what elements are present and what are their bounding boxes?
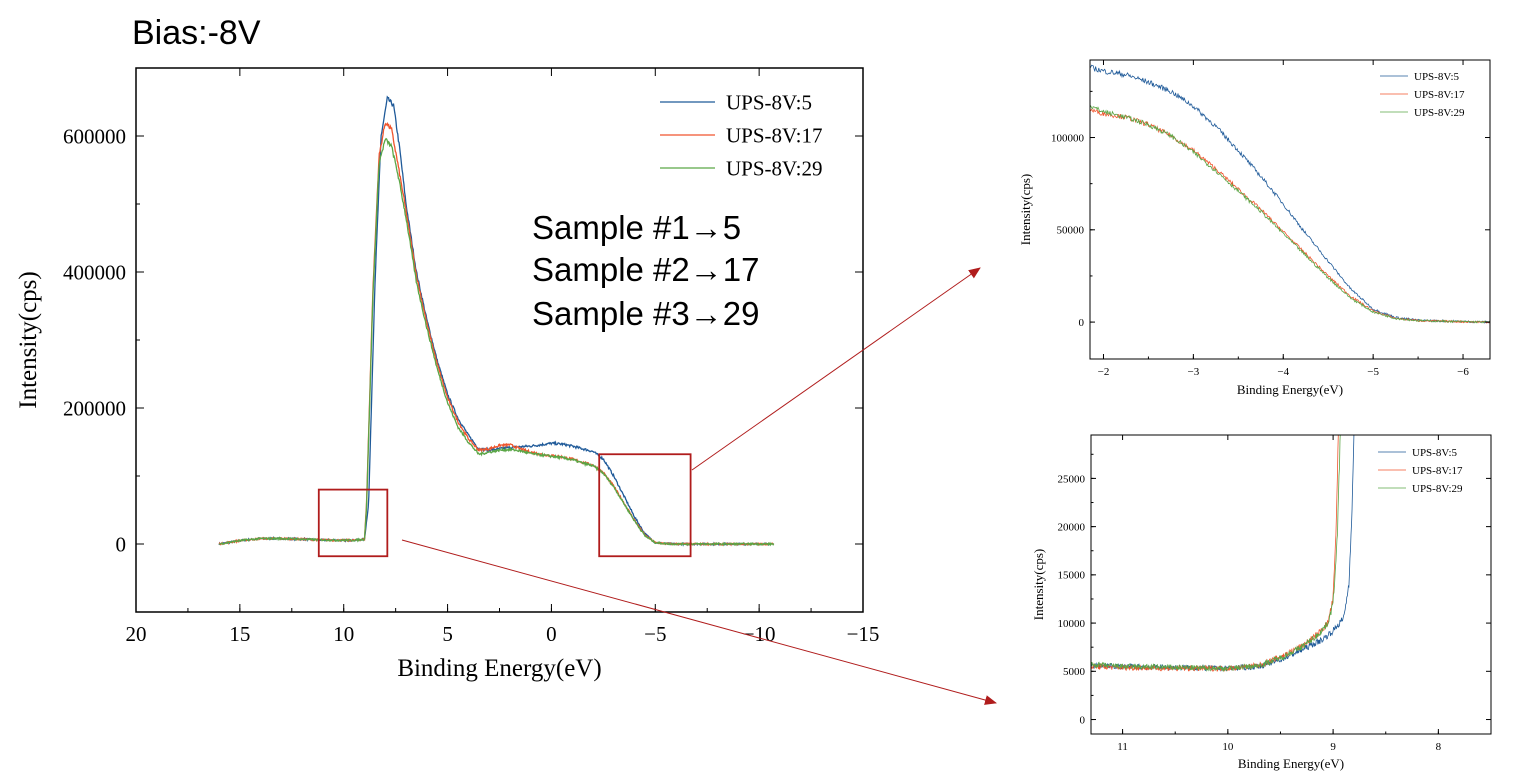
legend-label: UPS-8V:17 [1414, 89, 1465, 101]
page-title: Bias:-8V [132, 14, 261, 52]
y-tick-label: 50000 [1057, 225, 1085, 237]
series-line-3 [1091, 435, 1341, 673]
highlight-box-2 [598, 453, 692, 558]
legend-label: UPS-8V:5 [1412, 447, 1458, 459]
legend-label: UPS-8V:17 [1412, 465, 1463, 477]
x-tick-label: 9 [1330, 741, 1336, 753]
y-tick-label: 15000 [1058, 570, 1086, 582]
y-axis-title: Intensity(cps) [15, 271, 42, 408]
series-line-1 [1091, 435, 1355, 672]
zoom-chart-cutoff-edge: 11 10 9 8 0 5000 10000 15000 20000 25000 Binding E… [1031, 434, 1492, 771]
y-tick-label: 100000 [1051, 132, 1085, 144]
legend-label: UPS-8V:29 [1412, 483, 1463, 495]
x-tick-label: 15 [229, 622, 250, 646]
series-line-3 [1090, 105, 1490, 324]
x-tick-label: 10 [333, 622, 354, 646]
x-tick-label: 11 [1117, 741, 1128, 753]
y-axis-title: Intensity(cps) [1020, 174, 1033, 245]
y-tick-label: 5000 [1063, 666, 1086, 678]
highlight-box-1 [317, 488, 389, 558]
x-tick-label: −15 [847, 622, 880, 646]
series-line-2 [1090, 108, 1490, 324]
legend-label: UPS-8V:5 [1414, 71, 1460, 83]
y-tick-label: 10000 [1058, 618, 1086, 630]
x-tick-label: 10 [1222, 741, 1234, 753]
y-tick-label: 25000 [1058, 473, 1086, 485]
x-tick-label: 5 [442, 622, 453, 646]
y-tick-label: 600000 [63, 124, 126, 148]
legend-label: UPS-8V:29 [1414, 107, 1465, 119]
x-tick-label: −3 [1188, 366, 1200, 378]
x-tick-label: −5 [644, 622, 666, 646]
zoom-chart-valence-edge: −2 −3 −4 −5 −6 0 50000 100000 Binding Energy(eV)… [1020, 59, 1491, 397]
x-tick-label: 20 [126, 622, 147, 646]
y-tick-label: 0 [1079, 317, 1085, 329]
y-axis-title: Intensity(cps) [1031, 549, 1046, 620]
x-tick-label: −4 [1277, 366, 1289, 378]
series-line-1 [1090, 64, 1490, 324]
x-axis-title: Binding Energy(eV) [1238, 756, 1344, 771]
plot-frame [1089, 59, 1491, 360]
sample-note-1: Sample #1→5 [532, 209, 742, 246]
series-line-2 [1091, 435, 1339, 672]
y-tick-label: 0 [1080, 714, 1086, 726]
main-chart: 20 15 10 5 0 −5 −10 −15 0 200000 400000 600000 Bindi… [15, 67, 880, 682]
x-tick-label: 8 [1436, 741, 1442, 753]
y-tick-label: 0 [116, 532, 127, 556]
x-axis-title: Binding Energy(eV) [1237, 382, 1343, 397]
legend-label: UPS-8V:5 [726, 90, 812, 114]
x-tick-label: 0 [546, 622, 557, 646]
y-tick-label: 400000 [63, 260, 126, 284]
y-tick-label: 20000 [1058, 521, 1086, 533]
x-tick-label: −10 [743, 622, 776, 646]
x-tick-label: −5 [1367, 366, 1379, 378]
plot-frame [135, 67, 864, 613]
x-tick-label: −6 [1457, 366, 1469, 378]
x-axis-title: Binding Energy(eV) [397, 655, 601, 682]
legend-label: UPS-8V:29 [726, 156, 822, 180]
y-tick-label: 200000 [63, 396, 126, 420]
plot-frame [1090, 434, 1492, 735]
x-tick-label: −2 [1098, 366, 1110, 378]
legend-label: UPS-8V:17 [726, 123, 822, 147]
